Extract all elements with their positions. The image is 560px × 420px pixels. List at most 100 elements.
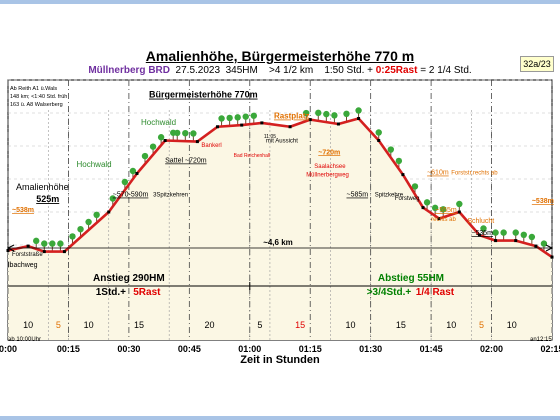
x-tick-label: 01:30: [359, 344, 382, 354]
distance-arrow-left: [6, 244, 15, 252]
profile-point: [288, 125, 292, 129]
profile-point: [216, 125, 220, 129]
profile-point: [514, 239, 518, 243]
x-tick-label: 02:15: [540, 344, 560, 354]
descent-rest: 1/4 Rast: [416, 287, 455, 298]
tree-crown: [149, 143, 157, 150]
tree-crown: [218, 115, 225, 122]
profile-point: [421, 206, 425, 210]
x-tick-label: 00:45: [178, 344, 201, 354]
tree-crown: [141, 152, 149, 160]
tree-crown: [57, 240, 64, 247]
top-frame: [0, 0, 560, 4]
profile-point: [477, 233, 481, 237]
profile-point: [457, 210, 461, 214]
profile-point: [42, 250, 46, 254]
tree-crown: [431, 204, 439, 212]
chart-annotation: mit Aussicht: [266, 139, 298, 145]
end-time-label: an12:15: [530, 337, 552, 343]
chart-annotation: ~585m: [346, 192, 368, 199]
segment-minutes: 5: [479, 320, 484, 330]
descent-time: >3/4Std.+: [367, 287, 412, 298]
tree-crown: [411, 183, 419, 190]
chart-annotation: 11:05: [264, 134, 276, 140]
tree-crown: [343, 110, 350, 118]
chart-annotation: Bankerl: [201, 143, 221, 149]
x-tick-label: 0:00: [0, 344, 17, 354]
profile-point: [437, 217, 441, 221]
segment-minutes: 5: [257, 320, 262, 330]
chart-annotation: Amalienhöhe: [16, 182, 69, 192]
chart-annotation: Müllnerbergweg: [306, 172, 349, 178]
x-tick-label: 00:30: [117, 344, 140, 354]
chart-annotation: ~538m: [12, 207, 34, 214]
tree-crown: [226, 114, 233, 122]
segment-minutes: 15: [295, 320, 305, 330]
tree-crown: [512, 229, 519, 236]
tree-crown: [331, 112, 338, 119]
profile-point: [107, 210, 111, 214]
ascent-title: Anstieg 290HM: [93, 273, 165, 284]
route-note: 148 km; <1:40 Std. früh: [10, 94, 67, 100]
tree-crown: [423, 199, 431, 206]
chart-annotation: Bürgermeisterhöhe 770m: [149, 90, 258, 100]
chart-annotation: Rastplatz: [274, 112, 310, 121]
segment-minutes: 10: [446, 320, 456, 330]
tree-crown: [520, 231, 527, 238]
bottom-frame: [0, 416, 560, 420]
x-tick-label: 01:15: [299, 344, 322, 354]
chart-annotation: Forstweg: [395, 196, 420, 202]
x-axis-label: Zeit in Stunden: [240, 354, 320, 366]
chart-annotation: ~535m: [471, 230, 493, 237]
chart-annotation: Spitzkehre: [375, 193, 404, 199]
tree-crown: [174, 129, 181, 137]
segment-minutes: 10: [23, 320, 33, 330]
tree-crown: [41, 240, 48, 247]
x-tick-label: 01:00: [238, 344, 261, 354]
profile-point: [357, 117, 361, 120]
chart-annotation: Bad Reichenhall: [234, 153, 270, 159]
route-note: Ab Reith A1 ü.Wals: [10, 86, 57, 92]
segment-minutes: 5: [56, 320, 61, 330]
segment-minutes: 15: [134, 320, 144, 330]
tree-crown: [33, 237, 40, 245]
elevation-gain: 345HM: [225, 65, 258, 76]
tree-crown: [121, 178, 129, 186]
profile-point: [26, 244, 30, 248]
chart-annotation: 3Spitzkehren: [153, 193, 188, 199]
profile-point: [240, 123, 244, 127]
route-note: 163 ü. A8 Walserberg: [10, 102, 63, 108]
x-tick-label: 00:15: [57, 344, 80, 354]
profile-point: [62, 250, 66, 254]
chart-annotation: Hochwald: [77, 160, 112, 169]
profile-point: [195, 140, 199, 144]
segment-minutes: 10: [346, 320, 356, 330]
tree-crown: [315, 109, 322, 117]
chart-annotation: ~570-590m: [113, 192, 149, 199]
chart-annotation: lbachweg: [8, 262, 38, 269]
x-tick-label: 01:45: [420, 344, 443, 354]
segment-minutes: 10: [84, 320, 94, 330]
tree-crown: [190, 130, 197, 137]
tree-crown: [492, 229, 499, 236]
distance-label: ~4,6 km: [263, 238, 293, 247]
tree-crown: [234, 114, 241, 121]
segment-minutes: 15: [396, 320, 406, 330]
chart-annotation: ~555m: [435, 207, 457, 214]
segment-minutes: 10: [507, 320, 517, 330]
tree-crown: [182, 129, 189, 137]
chart-annotation: rechts ab: [431, 217, 456, 223]
tree-crown: [395, 157, 403, 165]
x-tick-label: 02:00: [480, 344, 503, 354]
tree-crown: [242, 113, 249, 120]
ascent-rest: 5Rast: [133, 287, 161, 298]
chart-annotation: ~720m: [318, 149, 340, 156]
chart-annotation: Sattel ~720m: [165, 158, 207, 165]
walk-time: 1:50 Std. +: [324, 65, 373, 76]
descent-title: Abstieg 55HM: [378, 273, 444, 284]
hike-date: 27.5.2023: [175, 65, 221, 76]
profile-point: [401, 173, 405, 177]
profile-point: [163, 139, 167, 142]
chart-annotation: Schlucht: [467, 218, 494, 225]
